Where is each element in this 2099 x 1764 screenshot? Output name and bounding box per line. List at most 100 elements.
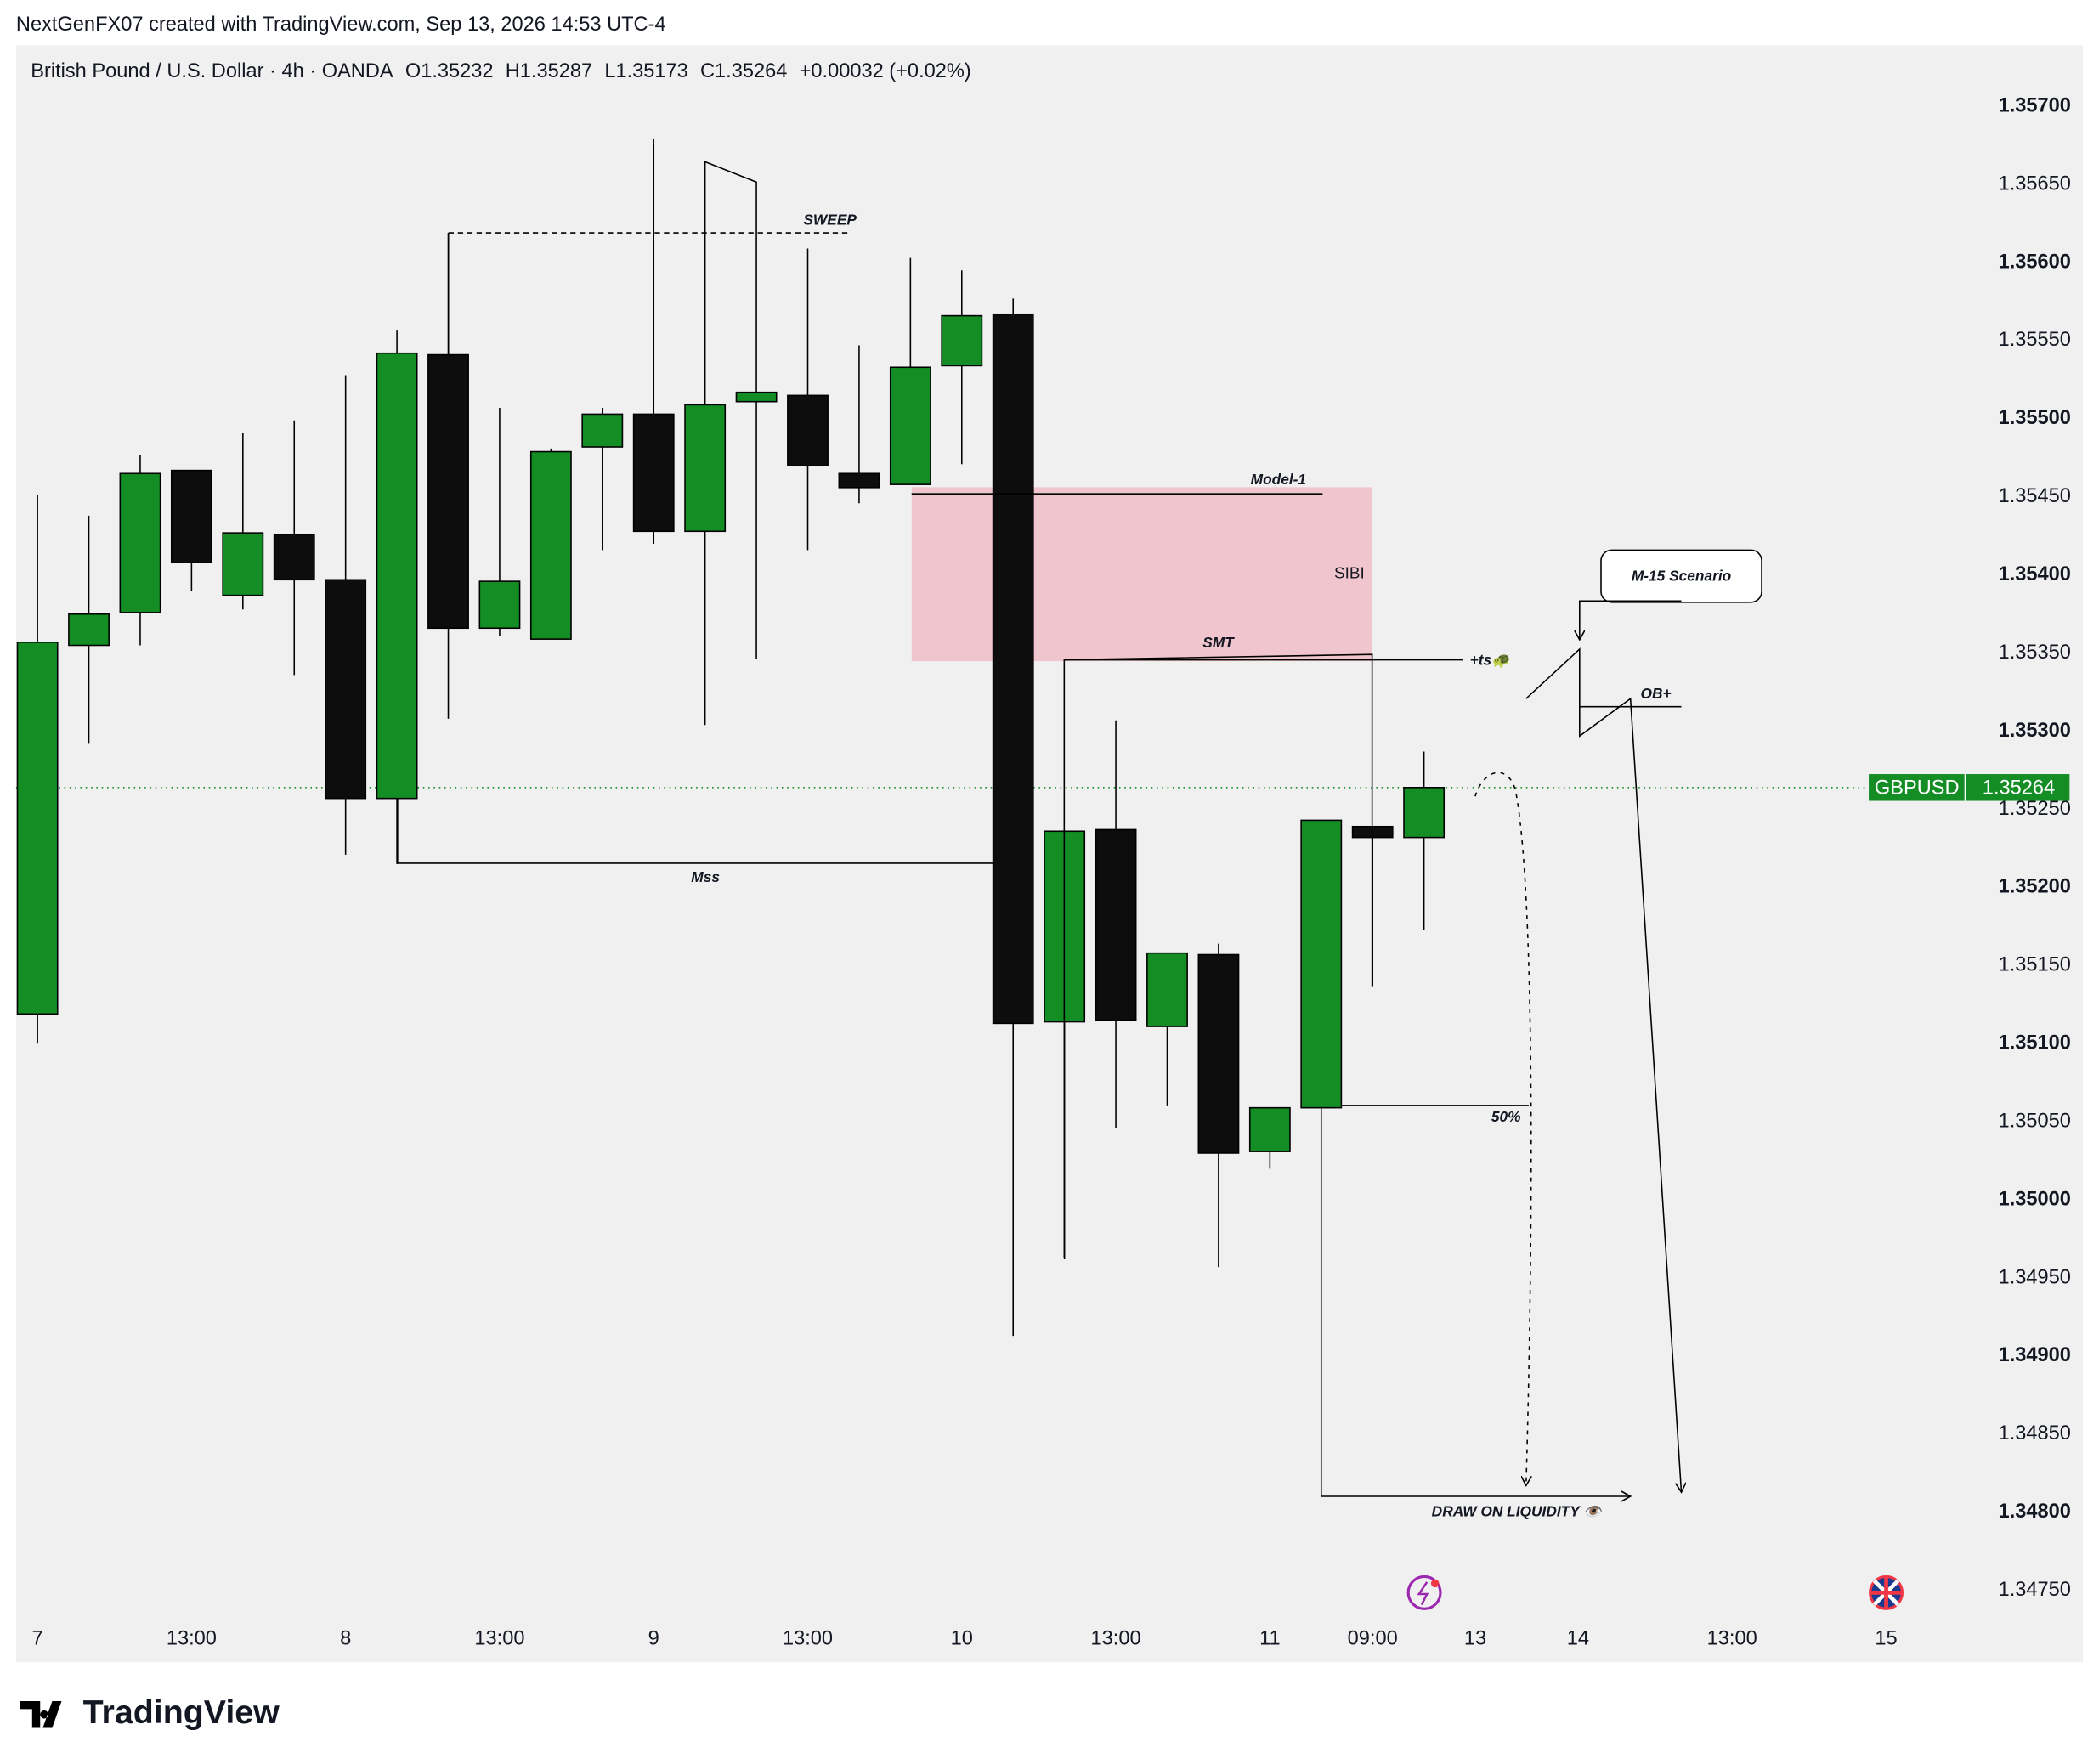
y-tick-label: 1.35400 bbox=[1999, 563, 2071, 585]
candle-body bbox=[529, 450, 572, 640]
y-tick-label: 1.35700 bbox=[1999, 94, 2071, 116]
candle-body bbox=[838, 472, 880, 489]
ohlc-high: H1.35287 bbox=[506, 60, 592, 82]
y-tick-label: 1.35500 bbox=[1999, 407, 2071, 429]
x-tick-label: 13:00 bbox=[167, 1628, 217, 1650]
x-tick-label: 9 bbox=[648, 1628, 659, 1650]
dol-label: DRAW ON LIQUIDITY 👁️ bbox=[1432, 1502, 1604, 1519]
candle-body bbox=[325, 579, 367, 800]
candle-body bbox=[1300, 819, 1343, 1109]
smt-label: SMT bbox=[1202, 634, 1235, 651]
x-tick-label: 10 bbox=[951, 1628, 973, 1650]
candle-body bbox=[1248, 1106, 1291, 1152]
smt-line bbox=[1063, 653, 1373, 1258]
event-icon-bolt bbox=[1417, 1581, 1429, 1606]
ohlc-low: L1.35173 bbox=[604, 60, 687, 82]
x-tick-label: 13:00 bbox=[1091, 1628, 1141, 1650]
candle-body bbox=[427, 353, 469, 630]
y-tick-label: 1.34750 bbox=[1999, 1579, 2071, 1601]
candle-body bbox=[1095, 828, 1137, 1021]
candle-body bbox=[992, 313, 1034, 1025]
half-label: 50% bbox=[1491, 1108, 1521, 1125]
x-tick-label: 13:00 bbox=[474, 1628, 524, 1650]
ob-label: OB+ bbox=[1641, 685, 1672, 702]
last-price-box bbox=[1869, 774, 2070, 801]
candle-body bbox=[16, 642, 59, 1015]
y-tick-label: 1.35200 bbox=[1999, 876, 2071, 898]
x-tick-label: 7 bbox=[32, 1628, 43, 1650]
y-tick-label: 1.35300 bbox=[1999, 720, 2071, 742]
y-tick-label: 1.35350 bbox=[1999, 642, 2071, 664]
ohlc-close: C1.35264 bbox=[700, 60, 787, 82]
scenario-label: M-15 Scenario bbox=[1632, 567, 1732, 584]
candle-body bbox=[222, 532, 264, 596]
scenario-arrow bbox=[1580, 600, 1682, 640]
y-tick-label: 1.35650 bbox=[1999, 172, 2071, 195]
candle-body bbox=[119, 472, 161, 613]
candle-body bbox=[478, 580, 521, 630]
y-tick-label: 1.34800 bbox=[1999, 1501, 2071, 1523]
event-dot bbox=[1430, 1579, 1440, 1588]
x-tick-label: 09:00 bbox=[1348, 1628, 1398, 1650]
x-tick-label: 14 bbox=[1567, 1628, 1589, 1650]
last-price-symbol: GBPUSD bbox=[1875, 777, 1960, 800]
y-tick-label: 1.35100 bbox=[1999, 1032, 2071, 1054]
mss-line bbox=[397, 799, 995, 864]
ohlc-open: O1.35232 bbox=[405, 60, 494, 82]
y-tick-label: 1.35150 bbox=[1999, 954, 2071, 976]
candle-body bbox=[735, 391, 778, 403]
y-tick-label: 1.35450 bbox=[1999, 485, 2071, 507]
x-tick-label: 8 bbox=[340, 1628, 351, 1650]
candle-body bbox=[787, 394, 829, 466]
scenario-box bbox=[1600, 549, 1762, 603]
last-price-value: 1.35264 bbox=[1983, 777, 2055, 800]
model-label: Model-1 bbox=[1251, 471, 1306, 488]
projection-curve bbox=[1474, 772, 1532, 1485]
y-tick-label: 1.35550 bbox=[1999, 329, 2071, 351]
annotations: SWEEP Model-1 SIBI SMT +ts🐢 Mss 50% DRAW… bbox=[397, 161, 1904, 1610]
x-tick-label: 13:00 bbox=[783, 1628, 833, 1650]
sibi-zone bbox=[911, 487, 1372, 662]
x-tick-label: 15 bbox=[1875, 1628, 1897, 1650]
candles bbox=[15, 139, 1870, 1337]
candle-body bbox=[632, 413, 675, 533]
candle-body bbox=[68, 613, 110, 647]
candle-body bbox=[941, 314, 983, 367]
sibi-label: SIBI bbox=[1334, 565, 1365, 583]
axes: 1.35700 1.35650 1.35600 1.35550 1.35500 1.354… bbox=[32, 94, 2071, 1649]
candle-body bbox=[581, 413, 624, 448]
candle-body bbox=[1403, 787, 1446, 839]
y-tick-label: 1.35000 bbox=[1999, 1188, 2071, 1210]
attribution: NextGenFX07 created with TradingView.com… bbox=[16, 14, 666, 36]
scenario-path bbox=[1525, 647, 1682, 1492]
ts-label: +ts🐢 bbox=[1470, 652, 1513, 669]
candle-body bbox=[170, 469, 212, 563]
y-tick-label: 1.34900 bbox=[1999, 1344, 2071, 1366]
swing-line bbox=[704, 161, 757, 183]
x-tick-label: 11 bbox=[1259, 1628, 1281, 1650]
y-tick-label: 1.34850 bbox=[1999, 1422, 2071, 1445]
annotations-under bbox=[911, 487, 1372, 662]
sweep-label: SWEEP bbox=[803, 211, 857, 228]
mss-label: Mss bbox=[691, 868, 720, 885]
event-icon[interactable] bbox=[1406, 1575, 1442, 1610]
symbol-header: British Pound / U.S. Dollar · 4h · OANDA… bbox=[31, 60, 971, 82]
flag-cross-red bbox=[1870, 1576, 1903, 1609]
candle-body bbox=[1197, 953, 1240, 1154]
candle-body bbox=[684, 404, 727, 533]
logo-text: TradingView bbox=[83, 1693, 280, 1731]
candle-body bbox=[273, 534, 315, 581]
change: +0.00032 (+0.02%) bbox=[800, 60, 971, 82]
x-tick-label: 13 bbox=[1464, 1628, 1486, 1650]
y-tick-label: 1.35050 bbox=[1999, 1110, 2071, 1132]
y-tick-label: 1.35600 bbox=[1999, 251, 2071, 273]
logo-mark bbox=[20, 1700, 62, 1728]
y-tick-label: 1.34950 bbox=[1999, 1266, 2071, 1288]
dol-line bbox=[1320, 1106, 1631, 1496]
candle-body bbox=[1146, 952, 1188, 1027]
y-tick-label: 1.35250 bbox=[1999, 798, 2071, 820]
candle-body bbox=[889, 366, 931, 485]
title: British Pound / U.S. Dollar · 4h · OANDA bbox=[31, 60, 393, 82]
x-tick-label: 13:00 bbox=[1707, 1628, 1757, 1650]
